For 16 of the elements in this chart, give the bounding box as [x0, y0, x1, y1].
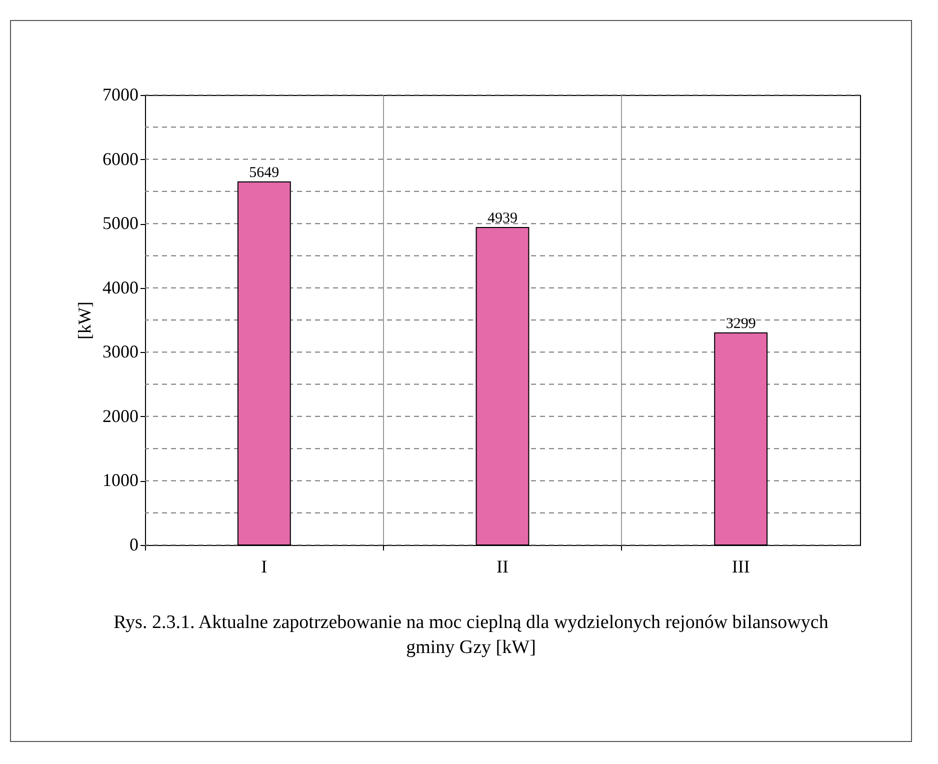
- y-tick-label: 3000: [102, 342, 138, 362]
- text: Rys. 2.3.1. Aktualne zapotrzebowanie na moc cieplną dla wydzielonych rejonów bilansowych gminy Gzy [kW]: [112, 611, 830, 660]
- y-tick-label: 6000: [102, 148, 138, 169]
- data-label: 3299: [726, 316, 756, 332]
- x-tick-label: II: [496, 556, 508, 576]
- x-tick-label: III: [732, 556, 750, 576]
- data-label: 5649: [249, 164, 280, 181]
- y-tick-label: 5000: [102, 213, 138, 234]
- y-tick-label: 4000: [102, 277, 138, 298]
- y-axis-title: [kW]: [74, 302, 94, 340]
- y-tick-label: 7000: [102, 84, 138, 104]
- x-tick-label: I: [261, 556, 268, 576]
- y-tick-label: 0: [130, 534, 138, 554]
- data-label: 4939: [488, 210, 518, 226]
- y-tick-label: 2000: [102, 406, 138, 426]
- y-tick-label: 1000: [102, 470, 138, 490]
